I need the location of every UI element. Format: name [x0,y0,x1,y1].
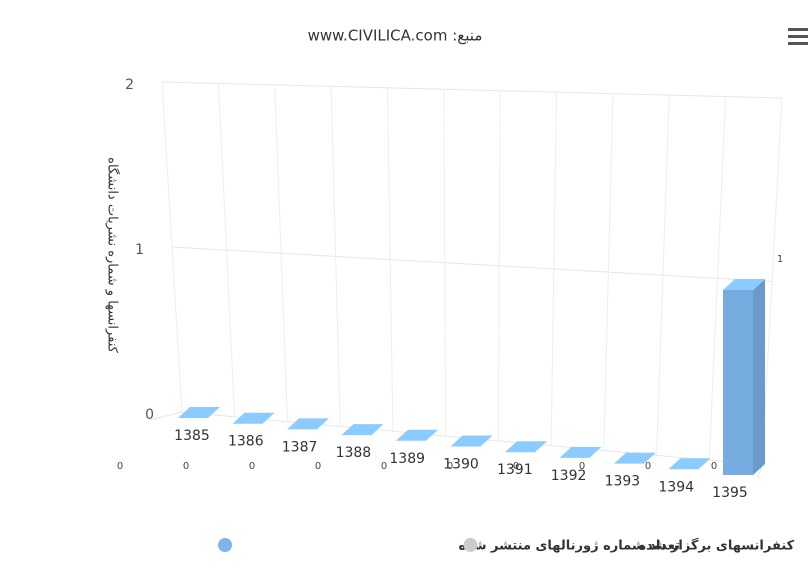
vertical-grid-line [656,95,670,456]
bar-top [668,458,711,470]
bar-side [753,279,765,475]
data-label: 1 [777,254,783,265]
bar-top [450,435,493,447]
chart-title: منبع: www.CIVILICA.com [308,27,483,45]
grid-line [161,81,783,99]
y-tick-label: 1 [135,242,144,258]
vertical-grid-line [274,84,288,422]
vertical-grid-line [161,81,183,413]
bar-top [559,446,602,458]
menu-line [788,35,808,38]
x-tick-label: 1386 [228,434,264,450]
bar-top [178,407,220,418]
legend-symbol [218,538,232,552]
y-tick-label: 0 [145,407,154,423]
bar [287,418,329,430]
floor-edge [149,411,183,421]
data-label: 0 [513,461,519,472]
bar-front [723,290,753,475]
vertical-grid-line [443,89,447,437]
y-tick-label: 2 [125,77,134,93]
menu-line [788,28,808,31]
data-label: 0 [447,461,453,472]
legend-item[interactable]: تعداد شماره ژورنالهای منتشر شده [218,538,680,554]
vertical-grid-line [708,96,727,461]
bar-top [723,279,765,290]
vertical-grid-line [603,93,614,451]
legend-label: کنفرانسهای برگزار شده [638,538,794,554]
data-label: 0 [249,461,255,472]
x-tick-label: 1393 [605,474,641,490]
x-tick-label: 1390 [443,457,479,473]
data-label: 0 [711,461,717,472]
bar-top [614,452,656,464]
bar [450,435,493,447]
legend-label: تعداد شماره ژورنالهای منتشر شده [459,539,681,554]
y-axis-title: کنفرانسها و شماره نشریات دانشگاه [105,157,121,353]
legend-symbol [463,538,478,552]
bar-top [287,418,329,430]
bar [723,279,765,475]
vertical-grid-line [550,92,558,446]
legend-item[interactable]: کنفرانسهای برگزار شده [463,538,795,554]
menu-line [788,42,808,45]
vertical-grid-line [761,97,783,466]
bar [614,452,656,464]
data-label: 0 [315,461,321,472]
x-tick-label: 1394 [658,479,694,495]
bar [505,441,547,453]
data-label: 0 [381,461,387,472]
x-tick-label: 1385 [174,428,210,444]
vertical-grid-line [386,87,394,432]
x-tick-label: 1391 [497,462,533,478]
bar-top [232,412,275,424]
bar [559,446,602,458]
x-tick-label: 1387 [282,439,318,455]
bar [341,424,384,436]
bar [668,458,711,470]
bar-top [341,424,384,436]
data-label: 0 [117,461,123,472]
data-label: 0 [183,461,189,472]
menu-button[interactable] [788,28,808,45]
vertical-grid-line [217,83,236,417]
x-tick-label: 1389 [389,451,425,467]
data-label: 0 [645,461,651,472]
vertical-grid-line [330,86,341,427]
bar [178,407,220,418]
bar-top [505,441,547,453]
x-tick-label: 1392 [551,468,587,484]
grid-line [171,246,773,282]
bar [396,429,438,441]
bar-top [396,429,438,441]
x-tick-label: 1388 [336,445,372,461]
x-tick-label: 1395 [712,485,748,501]
bar [232,412,275,424]
data-label: 0 [579,461,585,472]
vertical-grid-line [497,90,501,441]
